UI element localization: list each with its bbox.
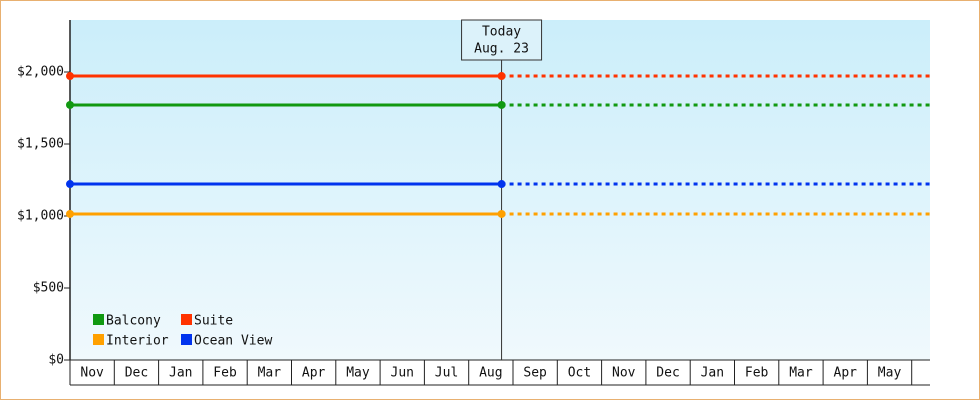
x-tick-label: Nov — [80, 366, 104, 381]
point — [66, 72, 74, 81]
legend-swatch — [93, 334, 104, 345]
y-tick-label: $500 — [33, 280, 64, 295]
point — [497, 100, 506, 109]
y-tick-label: $1,000 — [17, 208, 64, 223]
x-tick-label: Feb — [213, 366, 237, 381]
x-tick-label: Dec — [656, 366, 679, 381]
point — [66, 180, 74, 189]
x-tick-label: Oct — [568, 366, 591, 381]
x-tick-label: Aug — [479, 366, 502, 381]
x-tick-label: Apr — [302, 366, 326, 381]
legend-swatch — [181, 314, 192, 325]
y-tick-label: $0 — [48, 353, 64, 368]
legend-swatch — [181, 334, 192, 345]
legend-swatch — [93, 314, 104, 325]
today-box — [461, 19, 543, 61]
y-tick-label: $1,500 — [17, 136, 64, 151]
today-title: Today — [482, 25, 521, 40]
legend-label: Suite — [194, 314, 233, 329]
x-tick-label: Mar — [789, 366, 813, 381]
point — [497, 180, 506, 189]
point — [66, 209, 74, 218]
x-tick-label: May — [878, 366, 902, 381]
x-tick-label: Dec — [125, 366, 148, 381]
plot-area — [70, 20, 930, 360]
x-tick-label: Sep — [523, 366, 547, 381]
point — [66, 100, 74, 109]
x-tick-label: Feb — [745, 366, 769, 381]
x-tick-label: Mar — [258, 366, 282, 381]
x-tick-label: Apr — [834, 366, 858, 381]
x-tick-label: Jul — [435, 366, 458, 381]
x-tick-label: Nov — [612, 366, 636, 381]
point — [497, 209, 506, 218]
x-tick-label: Jan — [701, 366, 724, 381]
x-tick-label: Jan — [169, 366, 192, 381]
x-tick-label: May — [346, 366, 370, 381]
legend-label: Ocean View — [194, 334, 272, 349]
legend-label: Interior — [106, 334, 169, 349]
y-tick-label: $2,000 — [17, 64, 64, 79]
x-tick-label: Jun — [391, 366, 414, 381]
today-date: Aug. 23 — [474, 42, 529, 57]
point — [497, 72, 506, 81]
legend-label: Balcony — [106, 314, 161, 329]
